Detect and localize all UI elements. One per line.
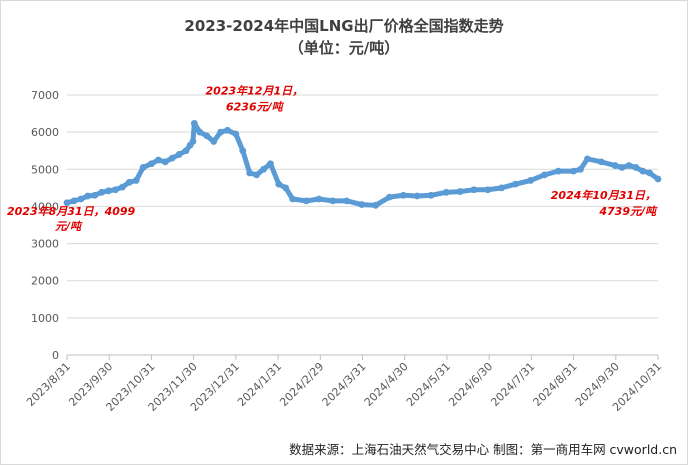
data-point (125, 178, 133, 186)
data-point (217, 128, 225, 136)
data-point (289, 195, 297, 203)
x-tick-label: 2024/8/31 (531, 360, 580, 409)
data-point (554, 167, 562, 175)
x-tick-label: 2024/3/31 (320, 360, 369, 409)
data-point (260, 165, 267, 173)
data-point (372, 201, 380, 209)
y-tick-label: 6000 (31, 126, 59, 139)
data-point (210, 138, 218, 145)
data-point (168, 154, 176, 162)
y-tick-label: 5000 (31, 163, 59, 176)
data-point (98, 188, 106, 196)
y-tick-label: 4000 (31, 200, 59, 213)
annotation-label: 2023年8月31日，4099 (7, 205, 136, 218)
annotation-label: 元/吨 (55, 220, 83, 233)
chart-title: 2023-2024年中国LNG出厂价格全国指数走势 (184, 17, 504, 35)
data-point (484, 186, 492, 194)
data-point (498, 184, 505, 192)
data-point (70, 197, 78, 205)
data-point (91, 191, 99, 199)
data-point (282, 184, 290, 192)
annotation-label: 6236元/吨 (226, 100, 285, 113)
data-point (399, 191, 407, 199)
data-point (196, 128, 204, 136)
data-point (343, 197, 350, 205)
annotation-label: 2024年10月31日， (551, 189, 656, 202)
data-point (154, 156, 162, 164)
data-point (470, 186, 478, 194)
data-point (584, 155, 591, 163)
data-point (527, 177, 535, 184)
x-tick-label: 2024/6/30 (446, 360, 495, 409)
data-point (512, 180, 519, 188)
data-point (625, 162, 633, 169)
data-point (275, 180, 283, 188)
data-point (570, 167, 577, 175)
data-point (148, 160, 155, 168)
data-point (267, 160, 274, 168)
data-point (329, 197, 337, 205)
data-point (597, 158, 605, 166)
data-point (105, 187, 112, 195)
data-point (63, 199, 71, 207)
x-tick-label: 2024/4/30 (362, 360, 411, 409)
annotation-label: 2023年12月1日， (206, 84, 304, 97)
data-point (239, 147, 247, 155)
data-point (541, 171, 548, 179)
data-point (442, 188, 450, 196)
data-point (190, 119, 198, 127)
x-axis-tick-labels: 2023/8/312023/9/302023/10/312023/11/3020… (24, 360, 664, 414)
data-point (132, 177, 140, 184)
data-point (84, 192, 92, 200)
x-axis (66, 354, 659, 360)
y-tick-label: 7000 (31, 89, 59, 102)
y-tick-label: 2000 (31, 275, 59, 288)
x-tick-label: 2024/5/31 (404, 360, 453, 409)
series-group (63, 119, 662, 209)
y-axis-tick-labels: 0 1000 2000 3000 4000 5000 6000 7000 (31, 89, 59, 362)
data-point (118, 183, 126, 191)
data-point (386, 193, 393, 201)
data-point (189, 138, 197, 145)
data-point (618, 164, 626, 171)
data-point (232, 130, 240, 138)
data-point (224, 126, 231, 134)
grid-lines (67, 94, 658, 319)
annotations: 2023年8月31日，4099 元/吨 2023年12月1日， 6236元/吨 2024… (7, 84, 658, 232)
data-point (203, 132, 211, 140)
y-tick-label: 3000 (31, 238, 59, 251)
data-point (654, 175, 662, 183)
y-tick-label: 1000 (31, 312, 59, 325)
data-point (303, 197, 310, 205)
data-point (577, 165, 584, 173)
data-point (632, 164, 640, 171)
data-point (413, 192, 421, 200)
data-point (161, 158, 169, 166)
data-point (646, 169, 654, 177)
data-point (253, 171, 261, 179)
x-tick-label: 2024/2/29 (277, 360, 326, 409)
data-point (175, 151, 183, 158)
data-point (456, 188, 464, 195)
data-point (315, 195, 323, 203)
annotation-label: 4739元/吨 (598, 205, 658, 218)
y-tick-label: 0 (52, 349, 59, 362)
data-source-note: 数据来源：上海石油天然气交易中心 制图：第一商用车网 cvworld.cn (289, 442, 677, 457)
data-point (246, 169, 254, 177)
data-point (139, 164, 147, 171)
data-point (77, 195, 85, 203)
data-point (639, 167, 647, 175)
x-tick-label: 2024/1/31 (235, 360, 284, 409)
x-tick-label: 2023/8/31 (24, 360, 73, 409)
data-point (611, 162, 619, 169)
chart-subtitle: （单位：元/吨） (288, 39, 400, 57)
data-point (358, 201, 366, 208)
data-point (112, 186, 119, 194)
data-point (182, 147, 190, 155)
data-point (427, 191, 435, 199)
x-tick-label: 2024/7/31 (488, 360, 537, 409)
